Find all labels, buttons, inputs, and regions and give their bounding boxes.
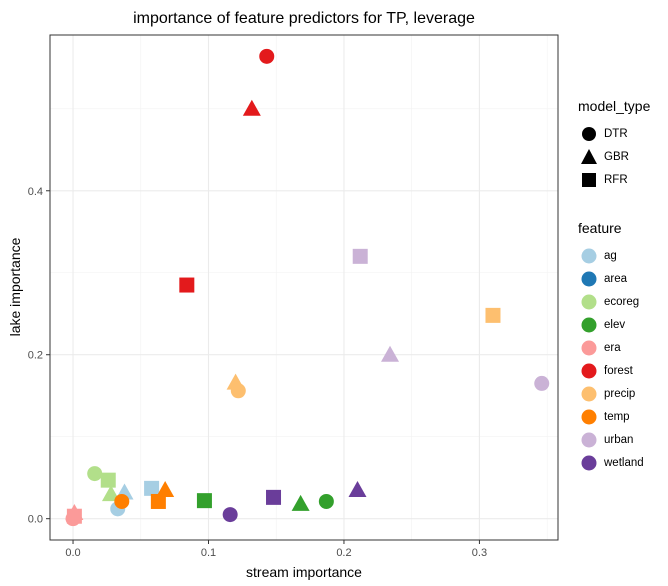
legend-label-elev: elev (604, 318, 626, 331)
data-point-urban-dtr (534, 375, 550, 391)
data-points (65, 48, 550, 527)
legend-item-temp: temp (578, 405, 644, 428)
legend-label-temp: temp (604, 410, 630, 423)
legend-label-forest: forest (604, 364, 633, 377)
circle-icon (578, 428, 600, 451)
legend-label-era: era (604, 341, 621, 354)
data-point-wetland-dtr (222, 507, 238, 523)
legend-label-precip: precip (604, 387, 636, 400)
legend-item-dtr: DTR (578, 122, 650, 145)
plot-border (49, 34, 559, 541)
legend-label-wetland: wetland (604, 456, 644, 469)
y-axis-ticks: 0.0 0.2 0.4 (28, 186, 50, 526)
legend-item-urban: urban (578, 428, 644, 451)
circle-icon (578, 244, 600, 267)
legend-label-ag: ag (604, 249, 617, 262)
legend-item-area: area (578, 267, 644, 290)
legend-item-era: era (578, 336, 644, 359)
minor-gridlines (50, 35, 558, 540)
legend-label-urban: urban (604, 433, 634, 446)
legend-item-precip: precip (578, 382, 644, 405)
square-icon (578, 168, 600, 191)
data-point-ecoreg-rfr (100, 472, 116, 488)
legend-item-forest: forest (578, 359, 644, 382)
circle-icon (578, 290, 600, 313)
x-tick-label: 0.3 (472, 547, 487, 559)
feature-legend: feature ag area ecoreg elev era forest precip t… (578, 220, 644, 474)
circle-icon (578, 336, 600, 359)
x-axis-label: stream importance (246, 564, 362, 580)
data-point-wetland-gbr (348, 480, 367, 497)
data-point-urban-rfr (352, 248, 368, 264)
data-point-temp-gbr (156, 480, 175, 497)
legend-item-rfr: RFR (578, 168, 650, 191)
legend-label-dtr: DTR (604, 127, 628, 140)
legend-label-rfr: RFR (604, 173, 628, 186)
data-point-temp-rfr (150, 493, 166, 509)
data-point-elev-dtr (318, 493, 334, 509)
x-tick-label: 0.2 (336, 547, 351, 559)
legend-title-model-type: model_type (578, 98, 651, 114)
data-point-ag-rfr (144, 480, 160, 496)
major-gridlines (50, 35, 558, 540)
chart-title: importance of feature predictors for TP,… (133, 10, 475, 27)
legend-title-feature: feature (578, 220, 622, 236)
y-tick-label: 0.4 (28, 186, 43, 198)
plot-panel (49, 34, 559, 541)
circle-icon (578, 359, 600, 382)
x-tick-label: 0.0 (65, 547, 80, 559)
data-point-elev-rfr (196, 493, 212, 509)
legend-label-area: area (604, 272, 628, 285)
circle-icon (578, 451, 600, 474)
legend-item-elev: elev (578, 313, 644, 336)
data-point-elev-gbr (291, 494, 310, 511)
circle-icon (578, 313, 600, 336)
data-point-precip-rfr (485, 307, 501, 323)
circle-icon (578, 382, 600, 405)
data-point-temp-dtr (114, 493, 130, 509)
legend-label-ecoreg: ecoreg (604, 295, 640, 308)
model-type-legend: model_type DTR GBR RFR (578, 98, 650, 191)
legend-item-ag: ag (578, 244, 644, 267)
x-tick-label: 0.1 (201, 547, 216, 559)
triangle-icon (578, 145, 600, 168)
legend-item-gbr: GBR (578, 145, 650, 168)
data-point-forest-dtr (259, 48, 275, 64)
y-axis-label: lake importance (7, 237, 23, 336)
data-point-forest-gbr (242, 99, 261, 116)
data-point-ecoreg-gbr (101, 485, 120, 502)
data-point-ecoreg-dtr (87, 466, 103, 482)
y-tick-label: 0.2 (28, 350, 43, 362)
data-point-wetland-rfr (266, 489, 282, 505)
circle-icon (578, 405, 600, 428)
data-point-era-dtr (65, 511, 81, 527)
data-point-precip-dtr (230, 383, 246, 399)
circle-icon (578, 122, 600, 145)
x-axis-ticks: 0.0 0.1 0.2 0.3 (65, 540, 487, 559)
data-point-forest-rfr (179, 277, 195, 293)
legend-label-gbr: GBR (604, 150, 629, 163)
data-point-urban-gbr (381, 345, 400, 362)
legend-item-ecoreg: ecoreg (578, 290, 644, 313)
legend-item-wetland: wetland (578, 451, 644, 474)
y-tick-label: 0.0 (28, 514, 43, 526)
circle-icon (578, 267, 600, 290)
